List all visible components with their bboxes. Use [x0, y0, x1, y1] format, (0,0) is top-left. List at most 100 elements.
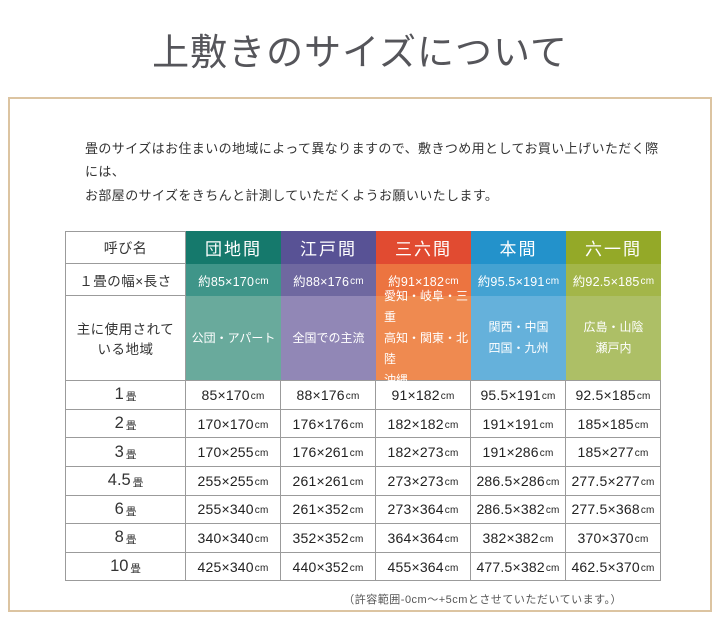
size-value: 364×364 — [387, 529, 444, 546]
unit-label: cm — [254, 448, 269, 460]
width-cell-4: 約95.5×191 cm — [471, 264, 566, 297]
size-cell-r1-c5: 92.5×185 cm — [566, 381, 661, 410]
size-value: 440×352 — [292, 558, 349, 575]
unit-label: cm — [444, 533, 459, 545]
size-cell-r1-c1: 85×170 cm — [186, 381, 281, 410]
size-cell-r4-c5: 277.5×277 cm — [566, 466, 661, 496]
size-cell-r5-c3: 273×364 cm — [376, 495, 471, 525]
size-value: 91×182 — [391, 386, 440, 403]
unit-label: cm — [255, 276, 269, 288]
size-value: 277.5×277 — [571, 472, 640, 489]
size-cell-r3-c1: 170×255 cm — [186, 438, 281, 467]
unit-label: cm — [444, 448, 459, 460]
size-cell-r4-c1: 255×255 cm — [186, 466, 281, 496]
size-cell-r3-c3: 182×273 cm — [376, 438, 471, 467]
unit-label: cm — [345, 390, 360, 402]
size-cell-r3-c2: 176×261 cm — [281, 438, 376, 467]
name-header-label: 呼び名 — [65, 231, 186, 265]
region-cell-1: 公団・アパート — [186, 296, 281, 382]
unit-label: cm — [349, 419, 364, 431]
size-cell-r1-c4: 95.5×191 cm — [471, 381, 566, 410]
row-label-10: 10 畳 — [65, 552, 186, 582]
size-value: 92.5×185 — [575, 386, 636, 403]
mat-count: 2 — [114, 414, 124, 433]
page-title: 上敷きのサイズについて — [152, 33, 568, 74]
size-value: 95.5×191 — [480, 386, 541, 403]
unit-label: cm — [444, 562, 459, 574]
unit-label: cm — [254, 419, 269, 431]
column-header-4: 本間 — [471, 231, 566, 265]
size-cell-r6-c3: 364×364 cm — [376, 524, 471, 553]
size-value: 182×182 — [387, 415, 444, 432]
size-value: 340×340 — [197, 529, 254, 546]
size-cell-r7-c3: 455×364 cm — [376, 552, 471, 582]
size-value: 191×191 — [482, 415, 539, 432]
mat-count: 3 — [114, 442, 124, 461]
size-value: 273×273 — [387, 472, 444, 489]
multiline-text: 全国での主流 — [292, 330, 365, 345]
unit-label: cm — [541, 390, 556, 402]
size-cell-r6-c5: 370×370 cm — [566, 524, 661, 553]
unit-label: cm — [640, 476, 655, 488]
size-value: 約85×170 — [198, 274, 255, 289]
size-cell-r7-c5: 462.5×370 cm — [566, 552, 661, 582]
size-cell-r4-c2: 261×261 cm — [281, 466, 376, 496]
size-value: 477.5×382 — [476, 558, 545, 575]
size-value: 261×261 — [292, 472, 349, 489]
size-value: 455×364 — [387, 558, 444, 575]
size-value: 255×255 — [197, 472, 254, 489]
multiline-text: 愛知・岐阜・三重 高知・関東・北陸 沖縄 — [384, 288, 469, 387]
size-value: 185×185 — [577, 415, 634, 432]
region-cell-5: 広島・山陰 瀬戸内 — [566, 296, 661, 382]
mat-count: 6 — [114, 499, 124, 518]
unit-label: cm — [545, 562, 560, 574]
size-value: 261×352 — [292, 501, 349, 518]
unit-label: cm — [349, 562, 364, 574]
unit-label: cm — [640, 505, 655, 517]
size-cell-r2-c2: 176×176 cm — [281, 409, 376, 439]
mat-count-suffix: 畳 — [125, 391, 137, 404]
column-header-3: 三六間 — [376, 231, 471, 265]
size-cell-r2-c3: 182×182 cm — [376, 409, 471, 439]
multiline-text: 主に使用されて いる地域 — [76, 322, 175, 358]
region-cell-4: 関西・中国 四国・九州 — [471, 296, 566, 382]
width-cell-5: 約92.5×185 cm — [566, 264, 661, 297]
unit-label: cm — [640, 276, 655, 288]
row-label-4.5: 4.5 畳 — [65, 466, 186, 496]
size-value: 約91×182 — [388, 274, 445, 289]
unit-label: cm — [254, 505, 269, 517]
unit-label: cm — [349, 448, 364, 460]
multiline-text: 公団・アパート — [191, 330, 276, 345]
size-cell-r5-c2: 261×352 cm — [281, 495, 376, 525]
mat-count-suffix: 畳 — [125, 505, 137, 518]
region-cell-2: 全国での主流 — [281, 296, 376, 382]
size-value: 370×370 — [577, 529, 634, 546]
unit-label: cm — [254, 562, 269, 574]
unit-label: cm — [539, 419, 554, 431]
width-cell-1: 約85×170 cm — [186, 264, 281, 297]
unit-label: cm — [444, 476, 459, 488]
intro-line-1: 畳のサイズはお住まいの地域によって異なりますので、敷きつめ用としてお買い上げいた… — [85, 141, 659, 180]
mat-count-suffix: 畳 — [125, 534, 137, 547]
tatami-size-table: 呼び名 団地間 江戸間 三六間 本間 六一間 １畳の幅×長さ 約85×170 cm 約88×176… — [65, 231, 661, 582]
unit-label: cm — [634, 419, 649, 431]
size-value: 273×364 — [387, 501, 444, 518]
unit-label: cm — [634, 448, 649, 460]
mat-count-suffix: 畳 — [130, 563, 141, 576]
size-value: 170×255 — [197, 444, 254, 461]
size-cell-r5-c1: 255×340 cm — [186, 495, 281, 525]
column-header-2: 江戸間 — [281, 231, 376, 265]
unit-label: cm — [445, 276, 459, 288]
size-value: 約95.5×191 — [477, 274, 545, 289]
mat-count: 4.5 — [107, 471, 131, 490]
size-cell-r7-c1: 425×340 cm — [186, 552, 281, 582]
unit-label: cm — [349, 533, 364, 545]
size-value: 約88×176 — [293, 274, 350, 289]
size-value: 185×277 — [577, 444, 634, 461]
size-value: 176×261 — [292, 444, 349, 461]
column-header-5: 六一間 — [566, 231, 661, 265]
size-cell-r5-c4: 286.5×382 cm — [471, 495, 566, 525]
size-cell-r2-c1: 170×170 cm — [186, 409, 281, 439]
